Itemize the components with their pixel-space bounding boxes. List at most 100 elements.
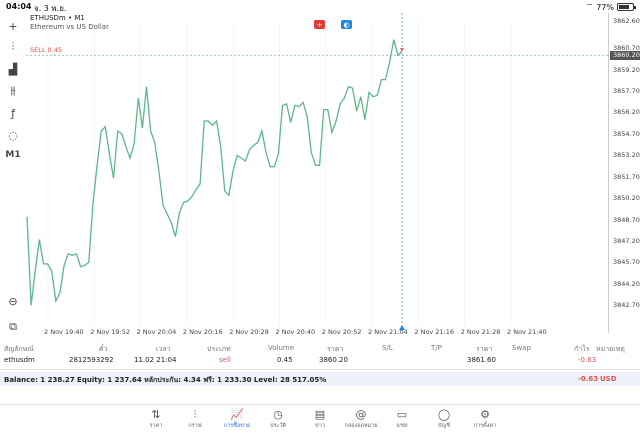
wifi-icon: ⌔	[585, 2, 594, 11]
battery-icon	[617, 3, 636, 11]
status-date: จ. 3 พ.ย.	[34, 4, 67, 13]
chart-canvas[interactable]	[26, 13, 608, 333]
column-header[interactable]: ประเภท	[207, 345, 231, 353]
price-tick: 3856.20	[613, 108, 640, 117]
position-volume: 0.45	[277, 356, 293, 364]
time-axis: 2 Nov 19:40 2 Nov 19:52 2 Nov 20:04 2 Nov 2…	[26, 325, 608, 339]
chat-icon: ▭	[396, 408, 408, 421]
function-icon[interactable]: ƒ	[11, 106, 15, 120]
time-tick: 2 Nov 21:16	[414, 328, 455, 336]
settings-icon: ⚙	[480, 408, 490, 421]
nav-quotes[interactable]: ⇅ ราคา	[138, 407, 174, 430]
nav-label: ราคา	[149, 423, 163, 429]
chart-symbol: ETHUSDm • M1	[30, 14, 85, 22]
column-header[interactable]: Swap	[512, 344, 531, 352]
trade-icon: 📈	[230, 408, 244, 421]
column-header[interactable]: S/L	[382, 344, 393, 352]
status-time: 04:04	[6, 2, 32, 11]
balance-text: Balance: 1 238.27 Equity: 1 237.64 หลักป…	[4, 376, 327, 384]
quotes-icon: ⇅	[151, 408, 161, 421]
column-header[interactable]: สัญลักษณ์	[4, 345, 34, 353]
time-marker	[399, 325, 405, 330]
time-tick: 2 Nov 21:04	[368, 328, 408, 336]
position-current-price: 3861.60	[467, 356, 496, 364]
price-tick: 3853.20	[613, 151, 640, 160]
chart-toolbar: + ⫶ ▟ ⫵ ƒ ◌ M1 ⊖ ⧉	[0, 13, 26, 334]
price-tick: 3851.70	[613, 172, 640, 181]
current-price-tag: 3860.20	[610, 50, 640, 60]
price-tick: 3847.20	[613, 237, 640, 245]
time-tick: 2 Nov 20:16	[182, 328, 223, 336]
nav-label: ประวัติ	[269, 423, 287, 429]
time-tick: 2 Nov 20:52	[321, 328, 362, 336]
time-tick: 2 Nov 21:40	[507, 328, 547, 336]
price-axis: 3862.60 3860.70 3859.20 3857.70 3856.20 3854.…	[608, 13, 640, 333]
price-line	[26, 39, 403, 306]
nav-label: การซื้อขาย	[223, 423, 251, 429]
column-header[interactable]: ตั๋ว	[99, 345, 108, 353]
buy-button[interactable]: ◐	[341, 20, 352, 29]
nav-label: การตั้งค่า	[473, 423, 497, 429]
one-click-trading: + ◐	[314, 20, 352, 29]
zoom-icon[interactable]: ⊖	[8, 294, 18, 308]
position-open-price: 3860.20	[319, 356, 348, 364]
time-tick: 2 Nov 19:52	[90, 328, 130, 336]
column-header[interactable]: ราคา	[476, 345, 493, 353]
price-tick: 3848.70	[613, 215, 640, 224]
objects-icon[interactable]: ◌	[8, 128, 18, 142]
price-tick: 3854.70	[613, 129, 640, 138]
time-tick: 2 Nov 21:28	[460, 328, 501, 336]
price-tick: 3857.70	[613, 87, 640, 95]
position-type: sell	[219, 356, 231, 364]
table-row[interactable]: ethusdm 2812593292 11.02 21:04 sell 0.45…	[0, 356, 640, 370]
nav-chart[interactable]: ⫶ กราฟ	[177, 407, 213, 430]
nav-mailbox[interactable]: @ กล่องจดหมาย	[343, 407, 379, 430]
nav-label: กราฟ	[188, 423, 202, 429]
sell-button[interactable]: +	[314, 20, 325, 29]
time-tick: 2 Nov 19:40	[44, 328, 84, 336]
nav-news[interactable]: ▤ ข่าว	[302, 407, 338, 430]
status-bar: 04:04 จ. 3 พ.ย. ⌔ 77%	[0, 0, 640, 13]
currency: USD	[600, 375, 617, 383]
column-header[interactable]: เวลา	[156, 345, 171, 353]
price-tick: 3850.20	[613, 194, 640, 203]
nav-label: บัญชี	[438, 423, 450, 429]
price-tick: 3859.20	[613, 65, 640, 74]
indicators-icon[interactable]: ▟	[8, 62, 18, 76]
mailbox-icon: @	[355, 408, 367, 421]
position-time: 11.02 21:04	[134, 356, 177, 364]
position-symbol: ethusdm	[4, 356, 35, 364]
column-header[interactable]: T/P	[431, 344, 442, 352]
nav-settings[interactable]: ⚙ การตั้งค่า	[467, 407, 503, 430]
price-tick: 3862.60	[613, 17, 640, 25]
column-header[interactable]: กำไร	[574, 345, 590, 353]
timeframe-button[interactable]: M1	[5, 150, 21, 160]
nav-label: กล่องจดหมาย	[344, 423, 378, 429]
nav-account[interactable]: ◯ บัญชี	[426, 407, 462, 430]
position-profit: -0.63	[578, 356, 597, 364]
broker-logo-icon[interactable]: ⧉	[9, 320, 17, 333]
time-tick: 2 Nov 20:04	[136, 328, 177, 336]
column-header[interactable]: หมายเหตุ	[596, 345, 625, 353]
crosshair-icon[interactable]: +	[8, 19, 18, 33]
column-header[interactable]: Volume	[268, 344, 295, 352]
total-profit: -0.63	[578, 375, 599, 383]
time-tick: 2 Nov 20:40	[275, 328, 316, 336]
nav-chat[interactable]: ▭ แชท	[384, 407, 420, 430]
candles-icon[interactable]: ⫶	[11, 40, 15, 53]
sell-order-label: SELL 0.45	[30, 46, 63, 54]
chart-description: Ethereum vs US Dollar	[30, 23, 109, 31]
bottom-navigation: ⇅ ราคา ⫶ กราฟ 📈 การซื้อขาย ◷ ประวัติ ▤ ข่าว @ กล่อง…	[0, 404, 640, 447]
price-chart[interactable]	[26, 13, 608, 333]
price-tick: 3860.70	[613, 44, 640, 53]
price-tick: 3842.70	[613, 301, 640, 310]
nav-label: แชท	[396, 423, 408, 429]
nav-history[interactable]: ◷ ประวัติ	[260, 407, 296, 430]
battery-percent: 77%	[596, 2, 614, 12]
column-header[interactable]: ราคา	[327, 345, 344, 353]
table-header: สัญลักษณ์ ตั๋ว เวลา ประเภท Volume ราคา S/L T/P ร…	[0, 342, 640, 354]
nav-trade[interactable]: 📈 การซื้อขาย	[219, 407, 255, 430]
settings-lines-icon[interactable]: ⫵	[10, 84, 16, 97]
chart-icon: ⫶	[193, 408, 197, 421]
price-tick: 3845.70	[613, 258, 640, 267]
